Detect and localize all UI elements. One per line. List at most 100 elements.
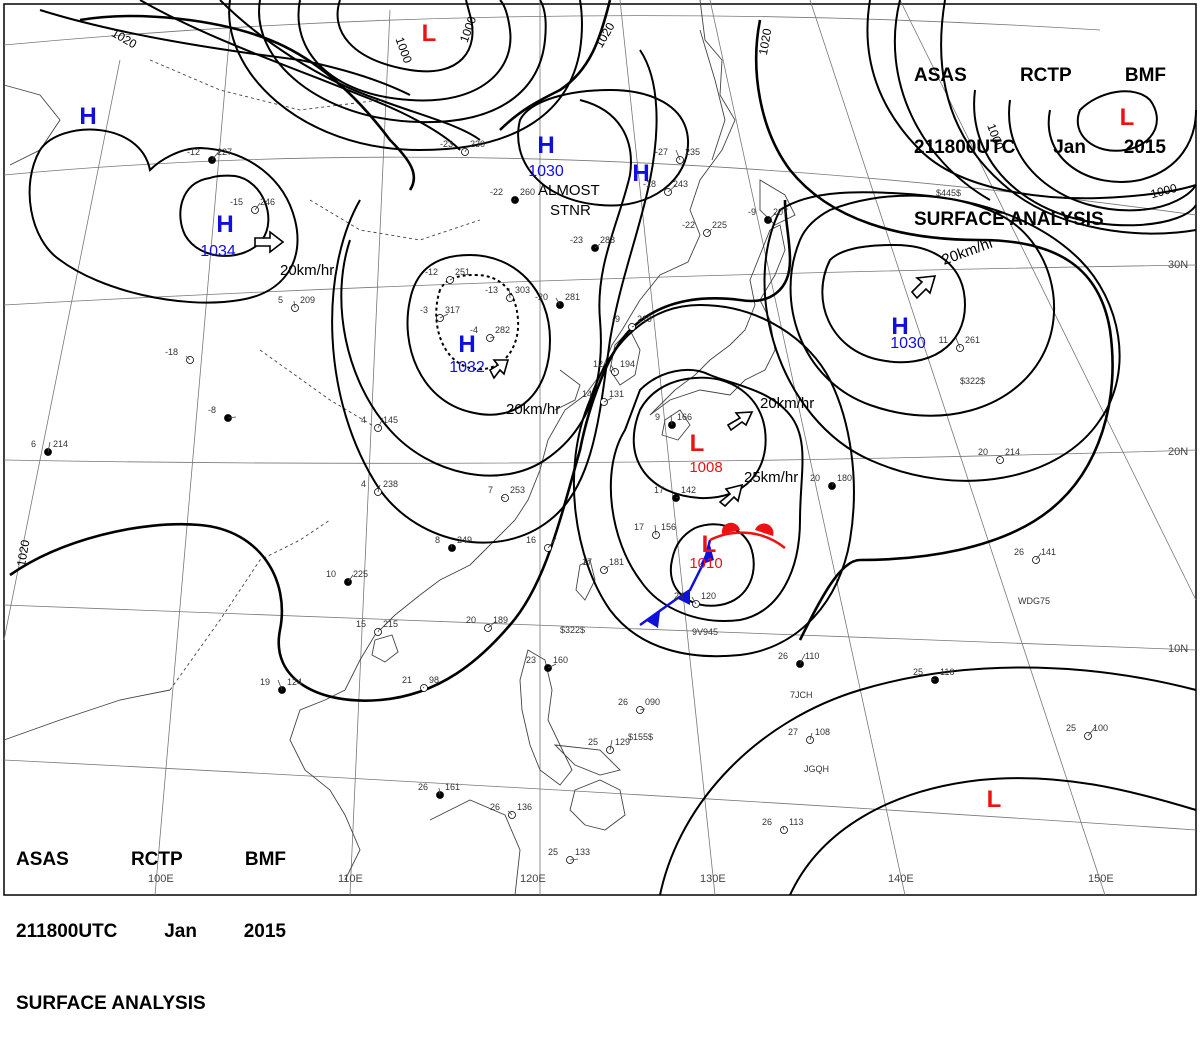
wind-barb: [547, 537, 557, 549]
station-temp: 14: [582, 389, 592, 399]
station-temp: 11: [939, 335, 948, 345]
station-temp: -23: [570, 235, 583, 245]
lon-label-100e: 100E: [148, 873, 174, 885]
station-pressure: 156: [661, 522, 676, 532]
station-plot: 21 98: [402, 675, 439, 692]
station-temp: 25: [913, 667, 923, 677]
station-temp: 19: [260, 677, 270, 687]
footer-month: Jan: [164, 921, 197, 942]
ship-id-3: $322$: [960, 376, 985, 386]
isobar-label-8: 1000: [1149, 181, 1179, 202]
wind-barb: [767, 212, 777, 221]
station-pressure: 303: [515, 285, 530, 295]
station-pressure: 238: [383, 479, 398, 489]
station-pressure: 281: [565, 292, 580, 302]
lat-label-20n: 20N: [1168, 446, 1188, 458]
station-plot: 25 129: [588, 737, 630, 754]
station-plot: 15 215: [356, 619, 398, 636]
high-center-1030-east: H: [891, 313, 908, 340]
station-temp: 20: [978, 447, 988, 457]
station-temp: -15: [230, 197, 243, 207]
station-temp: -18: [643, 179, 656, 189]
station-pressure: 189: [493, 615, 508, 625]
station-plot: 20 180: [810, 473, 852, 490]
station-pressure: 142: [681, 485, 696, 495]
station-temp: -9: [612, 314, 620, 324]
station-pressure: 113: [789, 817, 803, 827]
station-temp: 24: [674, 591, 684, 601]
station-temp: 20: [466, 615, 476, 625]
wind-barb: [513, 198, 516, 201]
low-center-1008: L: [690, 430, 705, 457]
station-pressure: 261: [965, 335, 980, 345]
station-temp: 16: [526, 535, 536, 545]
isobar-labels: 1020 1020 1000 1000 1020 1020 1000 1000: [14, 14, 1179, 567]
station-pressure: 131: [609, 389, 624, 399]
station-pressure: 124: [287, 677, 302, 687]
station-pressure: 181: [609, 557, 624, 567]
lon-label-130e: 130E: [700, 873, 726, 885]
motion-label-5: 25km/hr: [744, 469, 798, 486]
station-temp: 7: [488, 485, 493, 495]
station-pressure: 145: [383, 415, 398, 425]
station-plot: 26 113: [762, 817, 803, 834]
header-time-row: 211800UTC Jan 2015: [914, 136, 1166, 160]
border-2: [309, 199, 481, 241]
coast-luzon: [519, 649, 573, 786]
isobar-ne-low-6: [893, 0, 991, 201]
parallel-20n: [3, 449, 1197, 464]
station-temp: 20: [810, 473, 820, 483]
wind-barb: [639, 708, 646, 711]
isobar-se-1012: [609, 369, 804, 622]
motion-label-2: 20km/hr: [506, 401, 560, 418]
station-temp: -3: [420, 305, 428, 315]
header-bottom-left: ASAS RCTP BMF 211800UTC Jan 2015 SURFACE…: [16, 800, 286, 1040]
station-temp: -12: [187, 147, 200, 157]
isobar-low-north-2: [297, 0, 512, 102]
grid-labels: 100E 110E 120E 130E 140E 150E 30N 20N 10…: [148, 259, 1188, 885]
wind-barb: [500, 496, 506, 499]
wind-barb: [487, 620, 497, 629]
wind-barb: [464, 147, 468, 153]
ship-id-5: JGQH: [804, 764, 829, 774]
station-plot: 8 249: [435, 535, 472, 552]
station-plot: -22 260: [490, 187, 535, 204]
motion-arrows: [254, 230, 937, 508]
station-plot: -15 246: [230, 197, 275, 214]
station-plot: 25 116: [913, 667, 954, 684]
border-1: [169, 519, 331, 691]
station-plot: 11 261: [939, 335, 980, 352]
coast-sakhalin: [699, 29, 726, 161]
motion-arrow-1: [254, 230, 285, 254]
footer-agency-row: ASAS RCTP BMF: [16, 848, 286, 872]
motion-arrow-5: [910, 275, 937, 300]
station-pressure: 180: [837, 473, 852, 483]
meridian-150e: [809, 0, 1106, 896]
header-year: 2015: [1123, 137, 1166, 158]
wind-barb: [438, 787, 441, 796]
wind-barb: [293, 300, 296, 309]
station-plot: -20 281: [535, 292, 580, 309]
wind-barb: [782, 825, 785, 831]
station-plot: 5 209: [278, 295, 315, 312]
lat-label-30n: 30N: [1168, 259, 1188, 271]
annotation-almost: ALMOST: [538, 182, 600, 199]
station-plot: 6 214: [31, 439, 68, 456]
station-temp: 23: [526, 655, 536, 665]
motion-labels: 20km/hr 20km/hr 20km/hr 20km/hr 25km/hr: [280, 234, 996, 486]
coast-hainan: [371, 634, 399, 663]
lon-label-120e: 120E: [520, 873, 546, 885]
station-temp: 4: [361, 415, 366, 425]
isobar-central-1024: [331, 49, 658, 544]
station-pressure: 116: [940, 667, 954, 677]
station-plot: -23 230: [440, 139, 485, 156]
station-plot: 14 131: [582, 389, 624, 406]
wind-barb: [799, 653, 806, 665]
station-plot: -18: [165, 347, 194, 364]
station-temp: -23: [440, 139, 453, 149]
wind-barb: [449, 278, 453, 281]
wind-barb: [347, 574, 354, 583]
lat-label-10n: 10N: [1168, 643, 1188, 655]
wind-barb: [1087, 725, 1097, 737]
isobar-low-1010: [669, 523, 755, 607]
